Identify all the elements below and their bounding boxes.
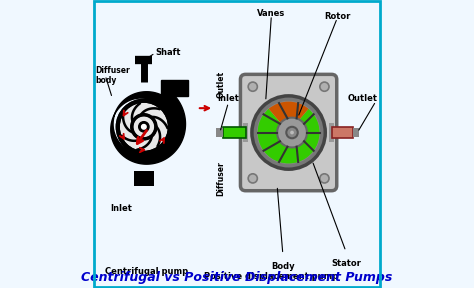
Polygon shape — [328, 123, 335, 142]
Text: Vanes: Vanes — [257, 9, 285, 18]
Circle shape — [320, 174, 329, 183]
Text: Rotor: Rotor — [324, 12, 350, 21]
Text: Centrifugal vs Positive Displacement Pumps: Centrifugal vs Positive Displacement Pum… — [82, 271, 392, 284]
Circle shape — [139, 122, 149, 132]
Circle shape — [117, 100, 171, 154]
Polygon shape — [134, 171, 154, 185]
Circle shape — [290, 130, 295, 135]
Circle shape — [277, 118, 307, 147]
Polygon shape — [353, 128, 359, 137]
Circle shape — [258, 102, 319, 164]
Circle shape — [286, 127, 298, 138]
Polygon shape — [223, 127, 246, 138]
Text: Diffuser: Diffuser — [217, 161, 226, 196]
Text: Outlet: Outlet — [347, 94, 377, 103]
Polygon shape — [243, 123, 248, 142]
Text: Diffuser
body: Diffuser body — [95, 65, 130, 85]
Circle shape — [252, 96, 325, 169]
Circle shape — [142, 124, 146, 129]
Polygon shape — [332, 127, 353, 138]
Polygon shape — [216, 128, 223, 137]
Polygon shape — [161, 79, 188, 96]
Text: Outlet: Outlet — [217, 71, 226, 98]
Text: Body: Body — [271, 262, 295, 270]
Wedge shape — [258, 109, 319, 164]
FancyBboxPatch shape — [240, 74, 337, 191]
Text: Inlet: Inlet — [218, 94, 239, 103]
Circle shape — [125, 108, 163, 146]
Text: Inlet: Inlet — [110, 204, 132, 213]
Circle shape — [248, 82, 257, 91]
Polygon shape — [111, 88, 185, 164]
Wedge shape — [269, 102, 309, 132]
Circle shape — [248, 174, 257, 183]
Text: Shaft: Shaft — [155, 48, 181, 57]
Circle shape — [118, 101, 169, 152]
Text: Stator: Stator — [331, 259, 361, 268]
Text: Positive displacement pump: Positive displacement pump — [204, 272, 338, 281]
Circle shape — [320, 82, 329, 91]
Text: Centrifugal pump: Centrifugal pump — [105, 267, 188, 276]
